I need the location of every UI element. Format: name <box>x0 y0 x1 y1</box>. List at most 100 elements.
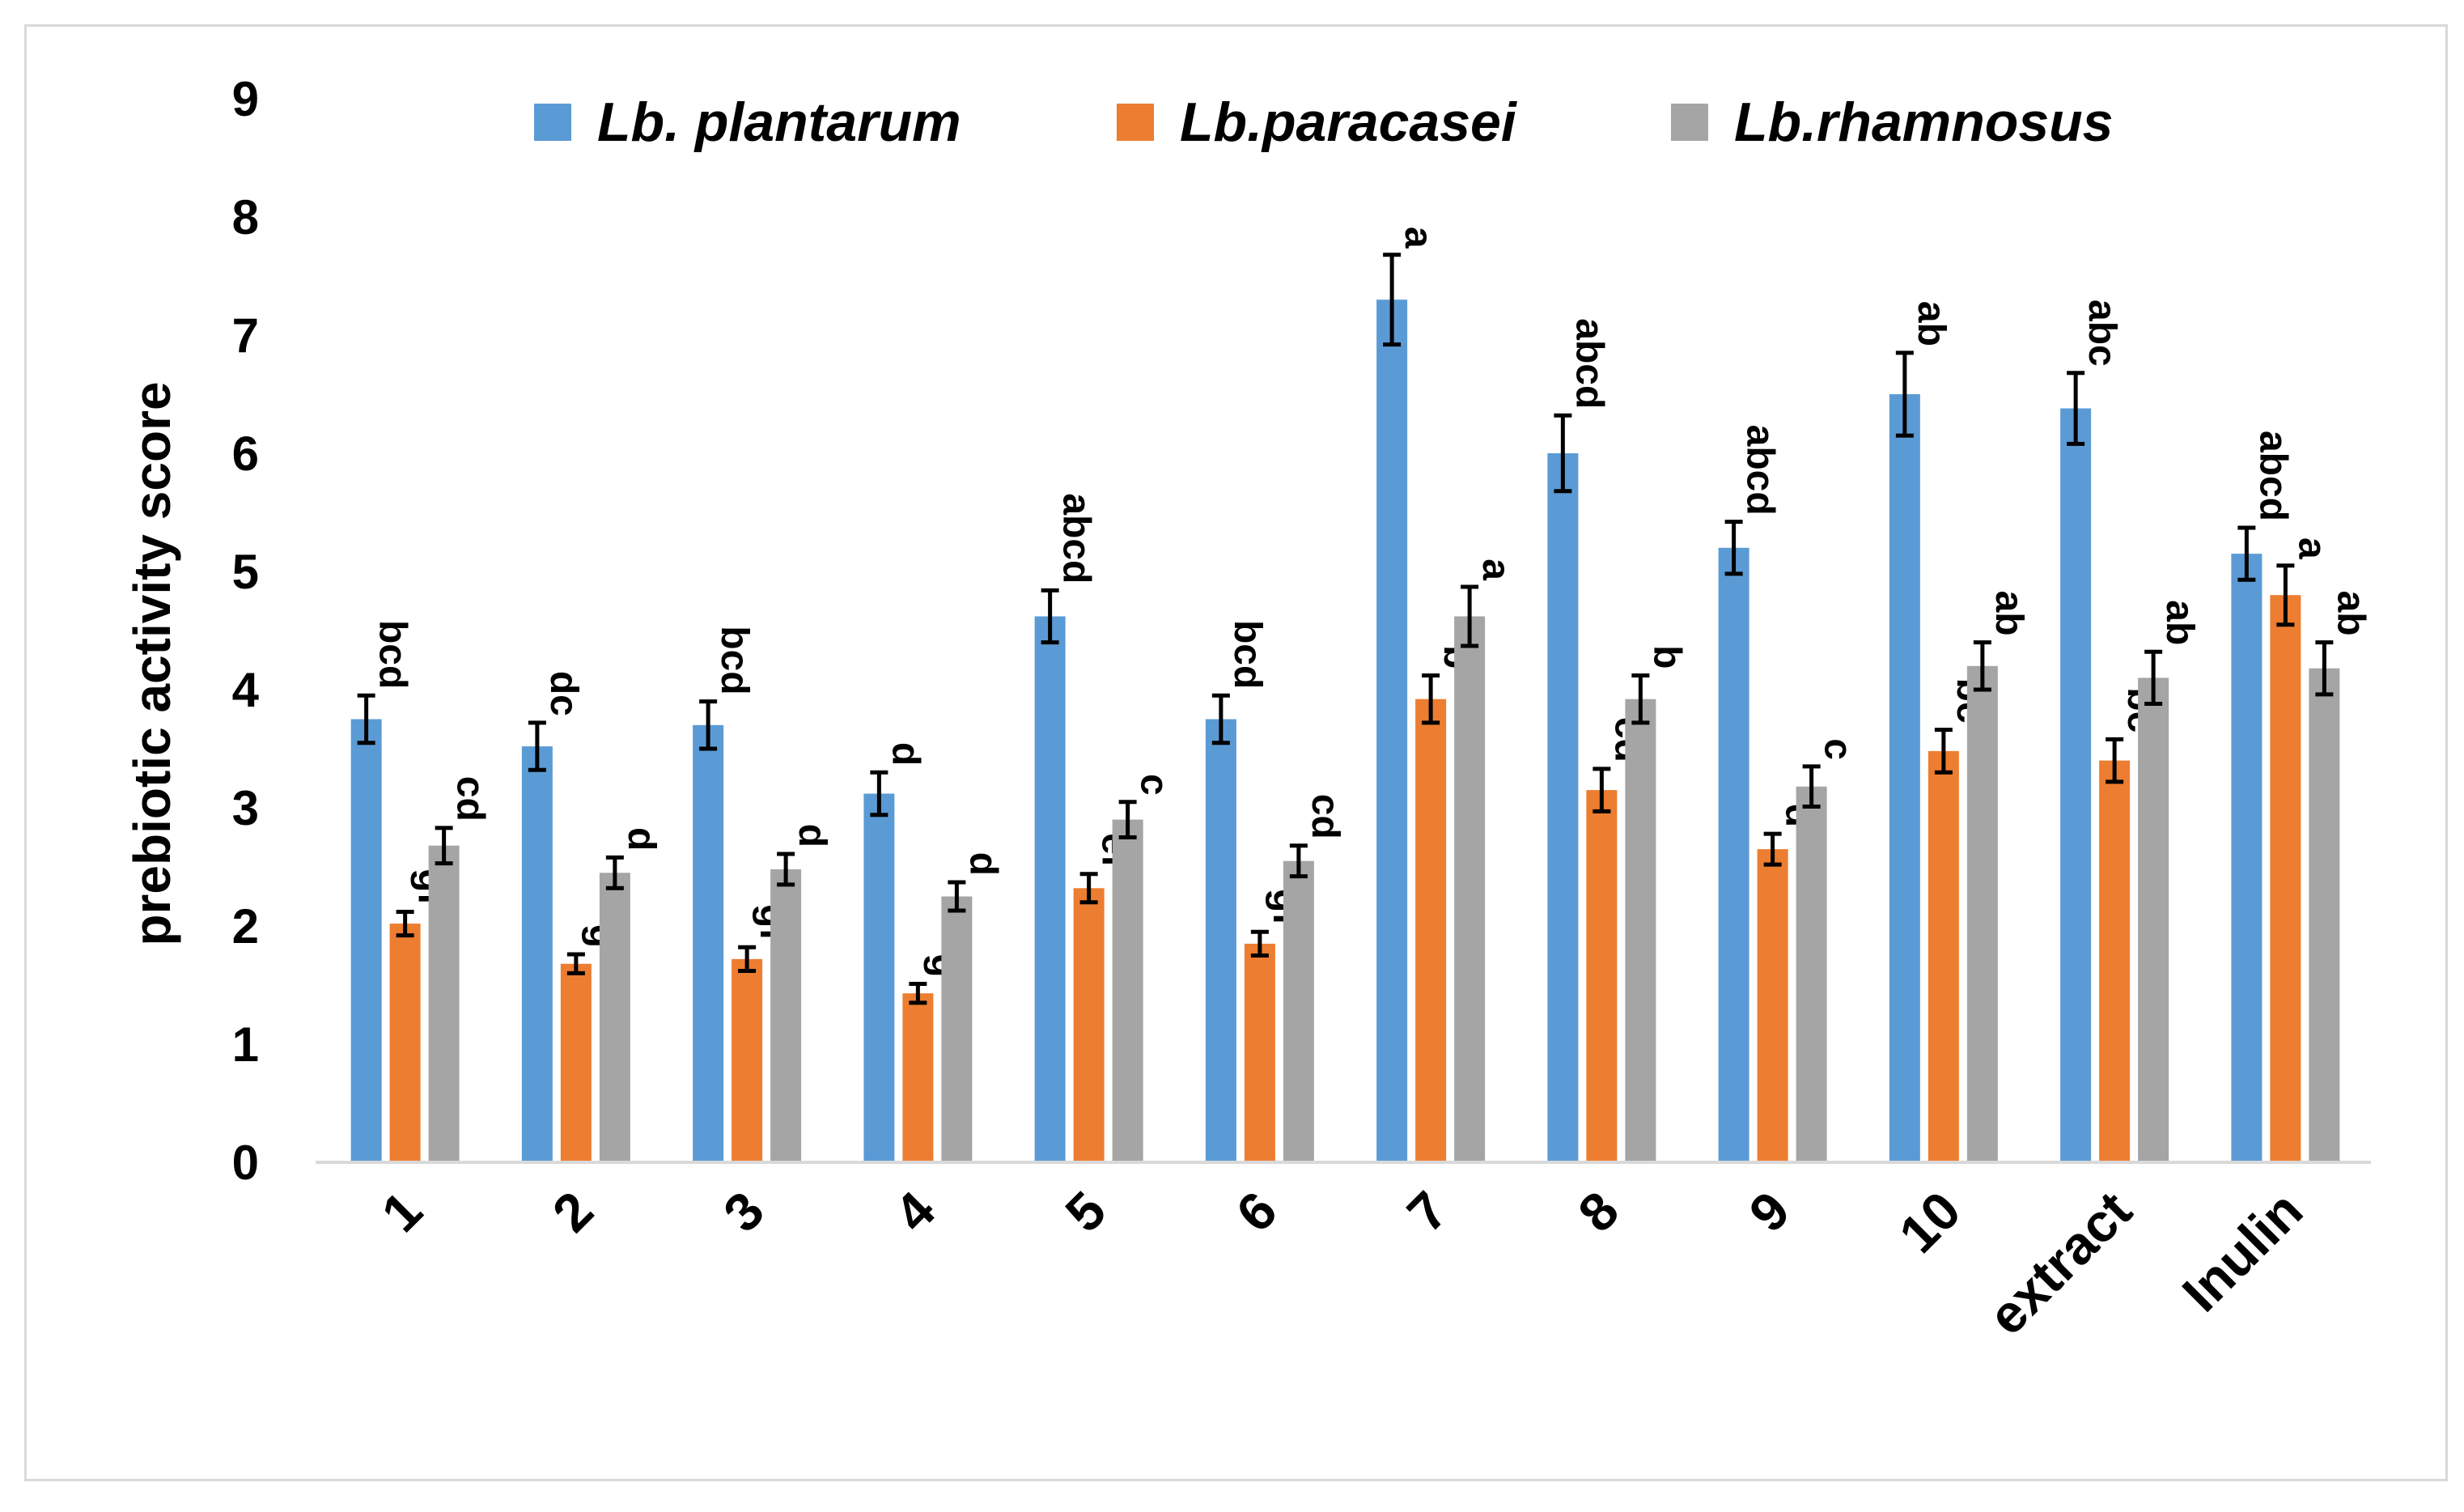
error-bar-lb-rhamnosus-10 <box>1973 640 1991 692</box>
significance-label-lb-plantarum-4: d <box>884 742 927 766</box>
y-tick-label-3: 3 <box>232 781 259 835</box>
legend-label-lb-paracasei: Lb.paracasei <box>1180 91 1518 153</box>
bar-lb-rhamnosus-6 <box>1283 860 1314 1162</box>
error-bar-lb-rhamnosus-2 <box>605 855 624 890</box>
bar-lb-paracasei-9 <box>1757 849 1788 1162</box>
bar-group-6: bcdgfcd <box>1205 620 1347 1162</box>
x-tick-label-2: 2 <box>541 1180 604 1243</box>
bar-lb-plantarum-10 <box>1889 394 1920 1162</box>
bar-group-9: abcddc <box>1718 425 1860 1162</box>
significance-label-lb-plantarum-1: bcd <box>371 620 414 689</box>
significance-label-lb-rhamnosus-extract: ab <box>2158 600 2201 645</box>
x-tick-label-extract: extract <box>1977 1180 2143 1346</box>
y-tick-label-9: 9 <box>232 72 259 126</box>
y-tick-label-8: 8 <box>232 190 259 244</box>
bar-lb-rhamnosus-4 <box>941 896 973 1162</box>
error-bar-lb-plantarum-6 <box>1211 693 1230 745</box>
bar-lb-rhamnosus-8 <box>1625 699 1656 1162</box>
legend-label-lb-rhamnosus: Lb.rhamnosus <box>1734 91 2114 153</box>
error-bar-lb-plantarum-3 <box>699 699 718 751</box>
bar-group-4: dgd <box>863 742 1004 1162</box>
bar-lb-rhamnosus-10 <box>1966 665 1998 1162</box>
bar-lb-plantarum-extract <box>2060 408 2092 1162</box>
bar-lb-rhamnosus-5 <box>1112 819 1143 1162</box>
bar-lb-plantarum-3 <box>693 724 724 1162</box>
bar-lb-rhamnosus-extract <box>2138 677 2169 1162</box>
bar-group-inulin: abcd a ab <box>2231 431 2372 1162</box>
y-tick-label-0: 0 <box>232 1136 259 1190</box>
error-bar-lb-paracasei-8 <box>1592 767 1611 813</box>
error-bar-lb-plantarum-8 <box>1554 413 1572 494</box>
significance-label-lb-plantarum-5: abcd <box>1055 493 1098 584</box>
bar-lb-plantarum-6 <box>1205 719 1236 1162</box>
significance-label-lb-plantarum-9: abcd <box>1739 425 1782 516</box>
error-bar-lb-paracasei-inulin <box>2276 563 2295 627</box>
bar-lb-rhamnosus-9 <box>1796 786 1827 1162</box>
error-bar-lb-rhamnosus-5 <box>1118 800 1137 839</box>
error-bar-lb-paracasei-7 <box>1422 673 1440 725</box>
bar-group-7: aba <box>1376 227 1517 1163</box>
significance-label-lb-rhamnosus-8: b <box>1645 645 1688 669</box>
bar-lb-paracasei-2 <box>560 963 592 1162</box>
bar-lb-plantarum-1 <box>350 719 382 1162</box>
legend: Lb. plantarum Lb.paracasei Lb.rhamnosus <box>534 91 2114 153</box>
significance-label-lb-plantarum-3: bcd <box>713 626 756 694</box>
significance-label-lb-plantarum-8: abcd <box>1567 318 1610 409</box>
bar-lb-rhamnosus-7 <box>1454 616 1486 1162</box>
error-bar-lb-plantarum-5 <box>1041 588 1059 645</box>
bar-lb-rhamnosus-1 <box>428 845 460 1162</box>
x-tick-label-inulin: Inulin <box>2171 1180 2314 1323</box>
error-bar-lb-plantarum-4 <box>870 770 888 818</box>
significance-label-lb-rhamnosus-1: cd <box>449 776 492 822</box>
error-bar-lb-plantarum-2 <box>528 720 546 772</box>
error-bar-lb-paracasei-1 <box>396 909 414 938</box>
legend-swatch-lb-rhamnosus <box>1671 104 1708 141</box>
bar-lb-plantarum-5 <box>1034 616 1066 1162</box>
bar-group-extract: abcbcab <box>2060 299 2201 1162</box>
y-axis-label: prebiotic activity score <box>123 381 181 945</box>
bar-group-3: bcdgfd <box>693 626 833 1162</box>
error-bar-lb-paracasei-4 <box>909 982 927 1005</box>
bar-lb-rhamnosus-3 <box>770 869 802 1162</box>
bar-lb-paracasei-4 <box>902 993 934 1162</box>
y-tick-label-6: 6 <box>232 427 259 481</box>
significance-label-lb-rhamnosus-inulin: ab <box>2329 591 2372 636</box>
error-bar-lb-rhamnosus-9 <box>1802 764 1821 809</box>
bar-group-8: abcdcdb <box>1547 318 1688 1162</box>
bar-lb-paracasei-7 <box>1415 699 1447 1162</box>
significance-label-lb-rhamnosus-9: c <box>1817 738 1860 760</box>
significance-label-lb-rhamnosus-5: c <box>1133 774 1176 796</box>
x-tick-label-4: 4 <box>883 1179 946 1242</box>
error-bar-lb-paracasei-2 <box>566 952 585 975</box>
x-tick-label-8: 8 <box>1567 1180 1630 1243</box>
significance-label-lb-plantarum-7: a <box>1397 227 1440 248</box>
bar-lb-plantarum-2 <box>521 746 553 1162</box>
bar-lb-paracasei-extract <box>2099 760 2131 1162</box>
bar-lb-plantarum-4 <box>863 793 895 1162</box>
y-tick-label-7: 7 <box>232 308 259 363</box>
significance-label-lb-plantarum-inulin: abcd <box>2251 431 2294 521</box>
x-tick-label-6: 6 <box>1224 1180 1287 1243</box>
error-bar-lb-paracasei-9 <box>1763 831 1782 867</box>
error-bar-lb-rhamnosus-8 <box>1631 673 1650 725</box>
significance-label-lb-rhamnosus-2: d <box>620 827 663 851</box>
significance-label-lb-rhamnosus-7: a <box>1474 559 1517 580</box>
error-bar-lb-rhamnosus-extract <box>2144 649 2163 707</box>
legend-item-lb-rhamnosus: Lb.rhamnosus <box>1671 91 2114 153</box>
significance-label-lb-rhamnosus-3: d <box>791 824 833 847</box>
x-axis: 1 2 3 4 5 6 7 8 9 10 extract Inulin <box>316 1161 2371 1346</box>
y-tick-label-2: 2 <box>232 899 259 953</box>
legend-swatch-lb-plantarum <box>534 104 571 141</box>
y-tick-label-1: 1 <box>232 1017 259 1072</box>
error-bar-lb-paracasei-extract <box>2106 737 2124 784</box>
error-bar-lb-plantarum-inulin <box>2237 525 2256 582</box>
significance-label-lb-rhamnosus-4: d <box>961 852 1004 876</box>
error-bar-lb-plantarum-10 <box>1895 350 1914 438</box>
significance-label-lb-plantarum-2: dc <box>542 671 585 716</box>
bar-lb-plantarum-inulin <box>2231 554 2263 1162</box>
significance-label-lb-rhamnosus-6: cd <box>1304 794 1347 839</box>
x-tick-label-5: 5 <box>1054 1180 1117 1243</box>
y-tick-label-5: 5 <box>232 545 259 599</box>
bar-lb-plantarum-7 <box>1376 299 1408 1163</box>
error-bar-lb-plantarum-9 <box>1724 520 1743 576</box>
